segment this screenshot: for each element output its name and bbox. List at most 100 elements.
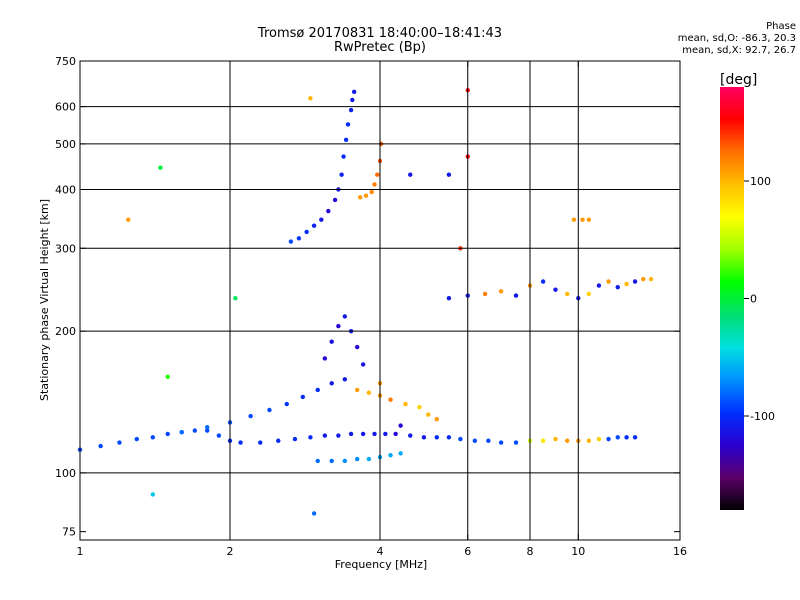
data-point	[258, 440, 263, 445]
colorbar-ticks: 100 0 -100	[744, 175, 775, 423]
data-point	[360, 431, 366, 437]
y-axis: 75 100 200 300 400 500 600 750	[55, 55, 680, 539]
data-point	[398, 451, 403, 456]
data-point	[388, 397, 393, 402]
data-point	[354, 344, 360, 350]
data-point	[586, 291, 592, 297]
data-point	[276, 438, 281, 443]
y-tick-label: 200	[55, 325, 76, 338]
data-point	[319, 217, 324, 222]
data-point	[421, 435, 427, 440]
data-point	[434, 435, 439, 440]
chart-subtitle: RwPretec (Bp)	[333, 40, 427, 55]
data-point	[150, 492, 156, 497]
y-tick-label: 100	[55, 467, 76, 480]
data-point	[343, 137, 349, 143]
data-point	[366, 456, 372, 462]
data-point	[426, 412, 431, 417]
y-tick-label: 300	[55, 242, 76, 255]
data-point	[308, 435, 313, 440]
data-point	[606, 436, 611, 442]
data-point	[372, 182, 377, 187]
data-point	[300, 394, 306, 400]
data-point	[233, 296, 238, 301]
data-point	[342, 377, 348, 382]
x-tick-label: 6	[464, 545, 471, 558]
y-axis-label: Stationary phase Virtual Height [km]	[38, 199, 51, 401]
data-point	[434, 417, 439, 422]
phase-x-label: mean, sd,X:	[682, 45, 742, 56]
y-tick-label: 500	[55, 138, 76, 151]
data-point	[553, 287, 558, 292]
data-point	[117, 440, 122, 445]
data-point	[304, 229, 309, 235]
phase-o-stats: mean, sd,O: -86.3, 20.3	[677, 33, 796, 44]
data-point	[540, 438, 546, 443]
data-point	[150, 435, 156, 440]
data-point	[388, 453, 393, 458]
data-point	[615, 285, 620, 290]
data-point	[632, 279, 638, 284]
data-point	[580, 217, 585, 222]
y-tick-label: 600	[55, 101, 76, 114]
data-point	[553, 436, 558, 442]
data-point	[372, 431, 377, 437]
data-point	[329, 339, 334, 344]
data-point	[354, 456, 360, 462]
colorbar-label: [deg]	[720, 72, 757, 88]
phase-x-mean: 92.7	[745, 45, 768, 56]
data-point	[339, 172, 344, 177]
data-point	[363, 193, 369, 198]
data-point	[648, 276, 654, 282]
data-point	[134, 436, 139, 442]
data-point	[403, 401, 408, 407]
x-tick-label: 1	[77, 545, 84, 558]
chart-title: Tromsø 20170831 18:40:00–18:41:43	[257, 26, 503, 41]
data-point	[615, 435, 620, 440]
data-point	[158, 165, 163, 170]
data-point	[292, 436, 298, 442]
x-tick-label: 2	[227, 545, 234, 558]
data-point	[513, 293, 519, 298]
data-point	[446, 296, 452, 301]
data-point	[98, 443, 103, 449]
data-point	[204, 428, 210, 433]
data-point	[408, 433, 413, 438]
x-tick-label: 4	[377, 545, 384, 558]
data-point	[315, 458, 320, 464]
y-tick-label: 75	[62, 526, 76, 539]
data-point	[408, 172, 413, 177]
data-point	[351, 89, 357, 95]
x-tick-label: 16	[673, 545, 687, 558]
data-point	[398, 423, 403, 428]
y-tick-label: 400	[55, 183, 76, 196]
data-point	[350, 97, 355, 103]
data-point	[288, 239, 294, 244]
grid	[80, 61, 680, 540]
data-point	[596, 436, 602, 442]
x-tick-label: 10	[571, 545, 585, 558]
data-point	[329, 381, 334, 386]
data-point	[332, 197, 338, 203]
data-point	[336, 433, 341, 438]
data-point	[342, 314, 348, 319]
data-point	[326, 208, 331, 214]
data-point	[342, 458, 348, 464]
data-point	[540, 279, 546, 284]
data-point	[322, 433, 328, 438]
data-point	[369, 189, 374, 195]
phase-x-stats: mean, sd,X: 92.7, 26.7	[682, 45, 796, 56]
data-point	[360, 362, 366, 367]
colorbar-tick-label: 100	[750, 175, 771, 188]
data-point	[165, 431, 170, 437]
data-point	[345, 122, 351, 127]
data-points-layer	[77, 88, 654, 516]
data-point	[329, 458, 334, 464]
phase-o-sd: 20.3	[773, 33, 796, 44]
data-point	[375, 172, 380, 177]
data-point	[571, 217, 577, 222]
data-point	[564, 291, 570, 297]
phase-heading: Phase	[766, 21, 796, 32]
data-point	[315, 387, 320, 393]
